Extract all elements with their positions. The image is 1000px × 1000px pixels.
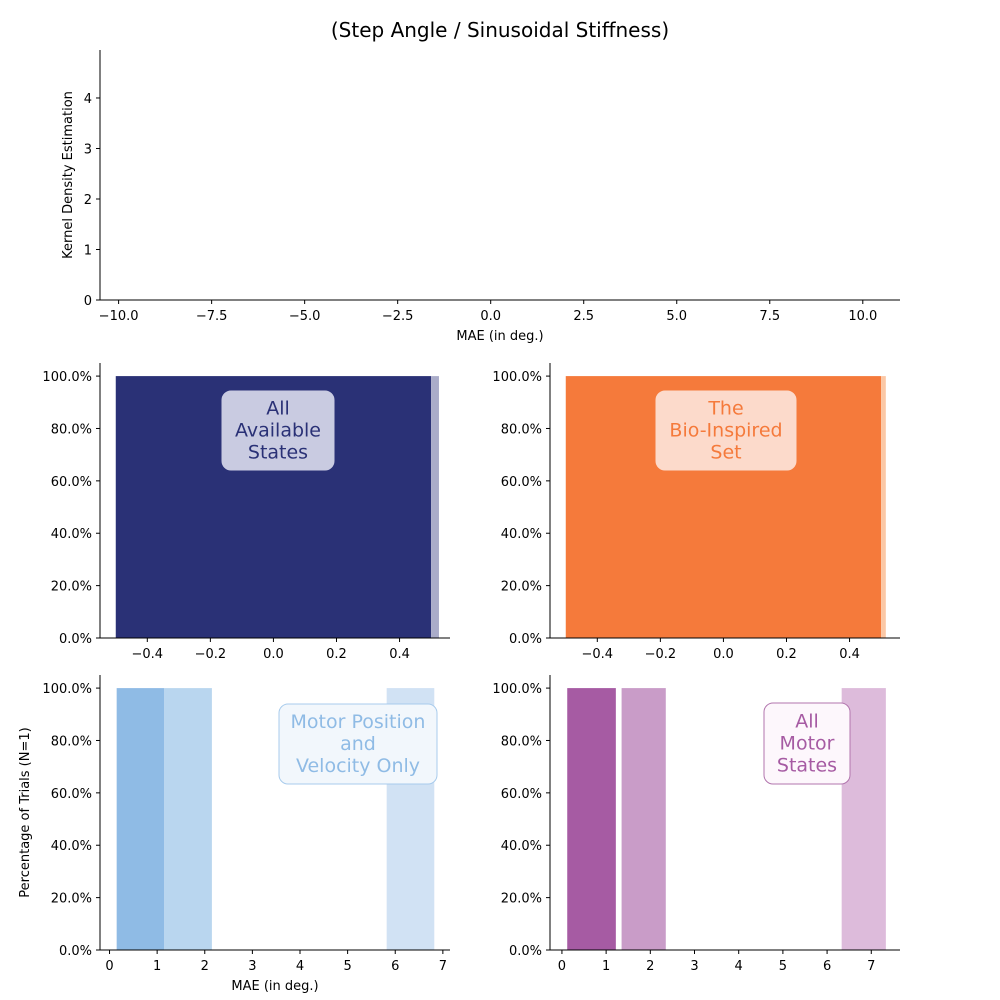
x-tick-label: 4: [735, 959, 743, 974]
y-tick-label: 0.0%: [59, 944, 92, 959]
x-tick-label: −0.2: [195, 647, 227, 662]
x-tick-label: 4: [296, 959, 304, 974]
badge-text-line: Motor: [780, 733, 835, 755]
badge-text-line: States: [777, 755, 837, 777]
x-tick-label: −2.5: [382, 309, 414, 324]
x-tick-label: 2.5: [573, 309, 594, 324]
x-tick-label: −0.2: [645, 647, 677, 662]
y-tick-label: 100.0%: [492, 682, 542, 697]
badge-text-line: Available: [235, 420, 321, 442]
x-tick-label: 2: [646, 959, 654, 974]
x-tick-label: 3: [690, 959, 698, 974]
x-axis-label: MAE (in deg.): [456, 329, 543, 344]
y-tick-label: 40.0%: [501, 527, 542, 542]
y-tick-label: 0: [84, 294, 92, 309]
subplots: −10.0 −7.5 −5.0 −2.5 0.0 2.5 5.0 7.5 10.001234MA…: [18, 50, 900, 994]
bar-all-motor-1: [621, 688, 666, 950]
x-tick-label: 5: [779, 959, 787, 974]
y-axis-label: Percentage of Trials (N=1): [18, 727, 33, 897]
x-tick-label: 7: [867, 959, 875, 974]
subplot-all-motor: 0 1 2 3 4 5 6 7 0.0% 20.0% 40.0% 60.0% 80.0% 100.0% Al…: [492, 675, 900, 974]
x-tick-label: 5: [343, 959, 351, 974]
x-tick-label: 0.0: [480, 309, 501, 324]
x-tick-label: 0.2: [326, 647, 347, 662]
y-tick-label: 80.0%: [501, 734, 542, 749]
y-tick-label: 60.0%: [501, 475, 542, 490]
badge-text-line: Velocity Only: [296, 755, 420, 777]
y-tick-label: 100.0%: [42, 370, 92, 385]
y-tick-label: 60.0%: [51, 787, 92, 802]
x-tick-label: 5.0: [666, 309, 687, 324]
x-tick-label: −7.5: [196, 309, 228, 324]
badge-box: [763, 702, 851, 785]
y-tick-label: 80.0%: [51, 422, 92, 437]
y-tick-label: 60.0%: [51, 475, 92, 490]
x-tick-label: 7: [439, 959, 447, 974]
y-tick-label: 0.0%: [59, 632, 92, 647]
x-tick-label: 0.0: [713, 647, 734, 662]
bar-motor-pos-vel-0: [116, 688, 165, 950]
bar-motor-pos-vel-1: [164, 688, 212, 950]
y-tick-label: 100.0%: [492, 370, 542, 385]
x-tick-label: 6: [391, 959, 399, 974]
badge-text-line: States: [248, 442, 308, 464]
x-tick-label: −0.4: [132, 647, 164, 662]
badge-text-line: All: [266, 398, 290, 420]
badge-text-line: and: [340, 733, 376, 755]
badge-text-line: Motor Position: [291, 711, 426, 733]
subplot-bio-inspired: −0.4 −0.2 0.0 0.2 0.4 0.0% 20.0% 40.0% 60.0% 80.0…: [492, 363, 900, 662]
y-tick-label: 40.0%: [51, 527, 92, 542]
x-tick-label: 0: [105, 959, 113, 974]
y-tick-label: 20.0%: [501, 580, 542, 595]
y-tick-label: 20.0%: [501, 892, 542, 907]
badge-box: [221, 390, 335, 471]
badge-box: [655, 390, 797, 471]
y-axis-label: Kernel Density Estimation: [61, 91, 76, 259]
y-tick-label: 4: [84, 92, 92, 107]
x-tick-label: 2: [201, 959, 209, 974]
x-tick-label: 0.0: [263, 647, 284, 662]
badge-text-line: The: [707, 398, 743, 420]
x-tick-label: 0.4: [389, 647, 410, 662]
x-tick-label: 7.5: [759, 309, 780, 324]
x-tick-label: 10.0: [848, 309, 877, 324]
badge-text-line: Bio-Inspired: [669, 420, 782, 442]
x-tick-label: 1: [602, 959, 610, 974]
bar-all-available-1: [431, 376, 439, 638]
x-tick-label: −0.4: [582, 647, 614, 662]
x-tick-label: 3: [248, 959, 256, 974]
y-tick-label: 100.0%: [42, 682, 92, 697]
x-tick-label: 0.2: [776, 647, 797, 662]
y-tick-label: 2: [84, 193, 92, 208]
badge-text-line: All: [795, 711, 819, 733]
y-tick-label: 40.0%: [501, 839, 542, 854]
subplot-all-available: −0.4 −0.2 0.0 0.2 0.4 0.0% 20.0% 40.0% 60.0% 80.0…: [42, 363, 450, 662]
y-tick-label: 20.0%: [51, 892, 92, 907]
badge-box: [278, 703, 438, 785]
x-tick-label: 1: [153, 959, 161, 974]
y-tick-label: 20.0%: [51, 580, 92, 595]
bar-bio-inspired-1: [881, 376, 886, 638]
x-tick-label: −5.0: [289, 309, 321, 324]
y-tick-label: 1: [84, 243, 92, 258]
figure-title: (Step Angle / Sinusoidal Stiffness): [331, 18, 669, 42]
y-tick-label: 3: [84, 142, 92, 157]
x-tick-label: 0: [558, 959, 566, 974]
y-tick-label: 0.0%: [509, 944, 542, 959]
badge-text-line: Set: [710, 442, 741, 464]
x-tick-label: 0.4: [839, 647, 860, 662]
bar-all-motor-0: [567, 688, 616, 950]
y-tick-label: 60.0%: [501, 787, 542, 802]
y-tick-label: 40.0%: [51, 839, 92, 854]
subplot-kde: −10.0 −7.5 −5.0 −2.5 0.0 2.5 5.0 7.5 10.0 0 1 2 3 4 MA…: [61, 50, 900, 344]
y-tick-label: 0.0%: [509, 632, 542, 647]
y-tick-label: 80.0%: [51, 734, 92, 749]
x-tick-label: −10.0: [99, 309, 139, 324]
y-tick-label: 80.0%: [501, 422, 542, 437]
x-axis-label: MAE (in deg.): [231, 979, 318, 994]
subplot-motor-pos-vel: 0 1 2 3 4 5 6 7 0.0% 20.0% 40.0% 60.0% 80.0% 100.0% MA…: [18, 675, 450, 994]
x-tick-label: 6: [823, 959, 831, 974]
